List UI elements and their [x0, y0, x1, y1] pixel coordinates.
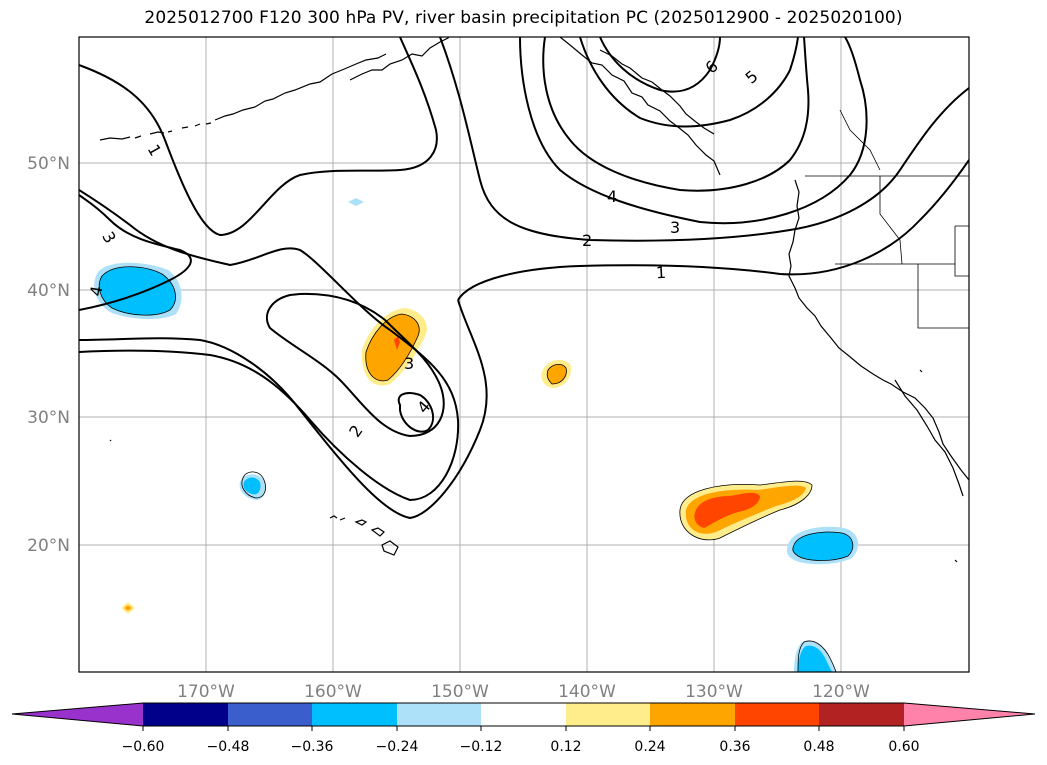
colorbar-extend-high — [904, 703, 1035, 726]
lon-label: 160°W — [304, 682, 362, 702]
colorbar: −0.60 −0.48 −0.36 −0.24 −0.12 0.12 0.24 … — [11, 702, 1036, 755]
lon-label: 150°W — [431, 682, 489, 702]
precip-positive-region — [547, 364, 567, 384]
pv-contour-5 — [579, 37, 799, 128]
colorbar-tick-label: 0.60 — [888, 739, 919, 755]
lon-label: 120°W — [812, 682, 870, 702]
map-frame — [78, 36, 970, 673]
latitude-labels: 50°N 40°N 30°N 20°N — [27, 154, 70, 556]
pv-contour-label: 1 — [655, 263, 666, 283]
pv-contour-label: 2 — [582, 231, 592, 250]
lat-label: 50°N — [27, 154, 70, 174]
pv-contour-3 — [265, 292, 445, 438]
pv-contour-3 — [79, 194, 192, 311]
pv-contour-label: 4 — [607, 187, 617, 206]
pv-contour-4 — [542, 37, 810, 192]
colorbar-segment — [312, 703, 397, 726]
pv-contour-3 — [519, 37, 868, 225]
colorbar-segment — [819, 703, 904, 726]
pv-contour-2 — [79, 189, 460, 502]
lat-label: 40°N — [27, 281, 70, 301]
colorbar-tick-label: 0.24 — [634, 739, 665, 755]
lon-label: 130°W — [685, 682, 743, 702]
precip-negative-region — [99, 266, 176, 316]
lat-label: 20°N — [27, 536, 70, 556]
precip-outlines — [98, 266, 854, 672]
map-background — [79, 37, 969, 672]
pv-contour-label: 3 — [404, 354, 414, 373]
colorbar-segment — [481, 703, 566, 726]
pv-contour-label: 3 — [670, 218, 680, 237]
precip-negative-region — [243, 477, 261, 495]
lon-label: 140°W — [558, 682, 616, 702]
precip-positive-region — [124, 605, 132, 611]
pv-contour-6 — [599, 37, 721, 93]
pv-contour-1 — [79, 37, 438, 237]
colorbar-segment — [566, 703, 650, 726]
precip-positive-region — [365, 314, 420, 381]
colorbar-tick-label: −0.24 — [376, 739, 419, 755]
colorbar-segment — [228, 703, 312, 726]
longitude-labels: 170°W 160°W 150°W 140°W 130°W 120°W — [177, 682, 870, 702]
colorbar-tick-label: 0.12 — [550, 739, 581, 755]
precip-positive-region — [694, 492, 760, 528]
colorbar-tick-label: −0.60 — [122, 739, 165, 755]
colorbar-tick-label: 0.48 — [803, 739, 834, 755]
lon-label: 170°W — [177, 682, 235, 702]
colorbar-tick-label: −0.48 — [207, 739, 250, 755]
pv-contour-label: 4 — [86, 284, 106, 297]
precip-negative-region — [792, 532, 853, 561]
colorbar-tick-label: 0.36 — [719, 739, 750, 755]
colorbar-extend-low — [12, 703, 143, 726]
precip-positive-region — [394, 336, 400, 350]
precip-negative-region — [798, 645, 832, 672]
pv-contours — [79, 37, 969, 520]
pv-contour-1 — [79, 299, 488, 520]
map-title: 2025012700 F120 300 hPa PV, river basin … — [144, 8, 903, 28]
pv-contour-2 — [439, 37, 969, 242]
colorbar-tick-label: −0.12 — [460, 739, 503, 755]
precip-negative-region — [348, 198, 364, 206]
colorbar-tick-label: −0.36 — [291, 739, 334, 755]
colorbar-segment — [397, 703, 481, 726]
pv-contour-1 — [457, 159, 969, 301]
colorbar-segment — [735, 703, 819, 726]
colorbar-segment — [650, 703, 735, 726]
pv-contour-4 — [397, 392, 435, 433]
lat-label: 30°N — [27, 408, 70, 428]
political-borders — [805, 109, 969, 329]
colorbar-segment — [143, 703, 228, 726]
